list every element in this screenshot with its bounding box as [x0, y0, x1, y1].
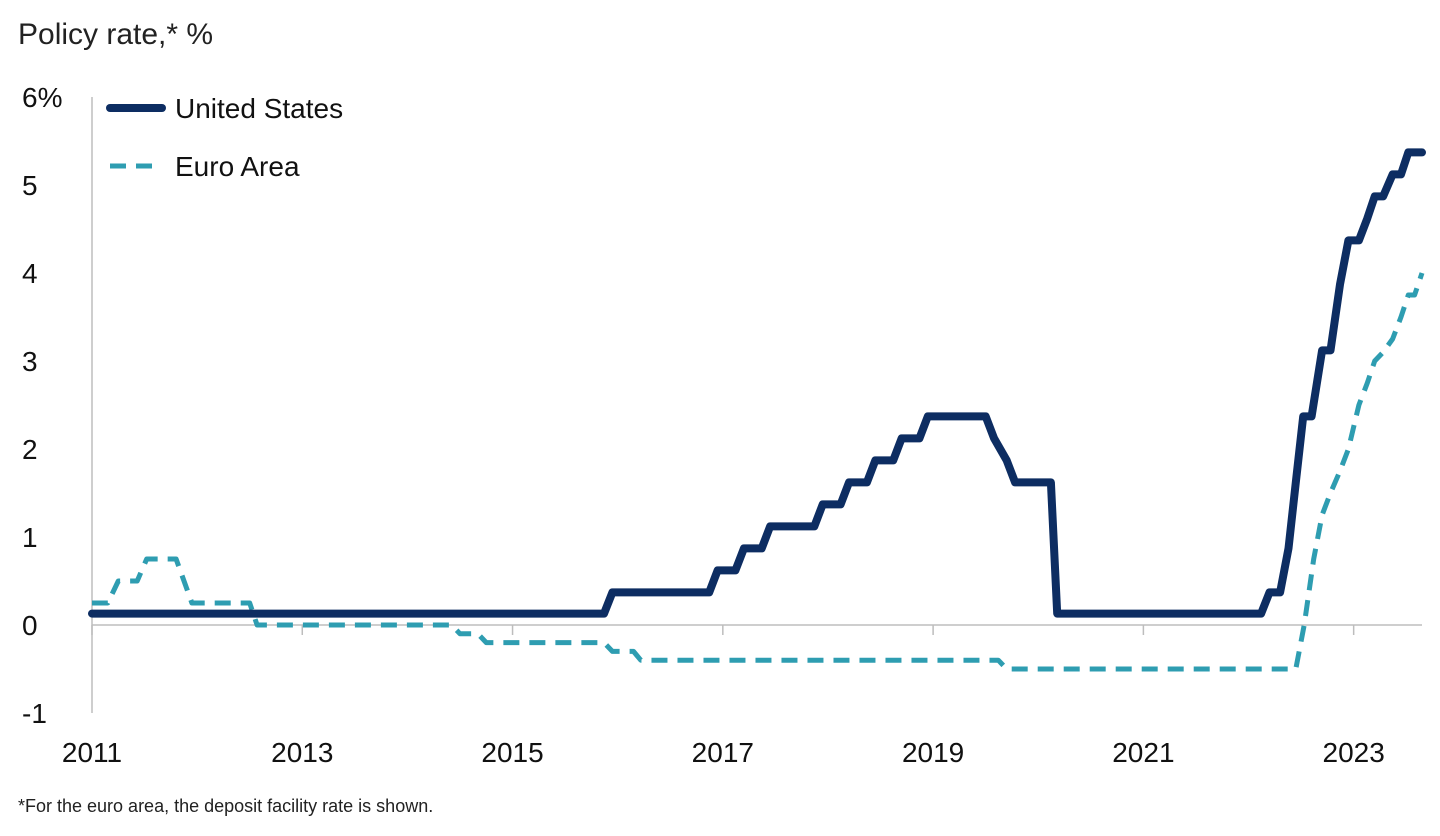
footnote: *For the euro area, the deposit facility… [18, 796, 434, 816]
series-layer [88, 148, 1426, 672]
y-tick-label: 4 [22, 258, 38, 289]
x-axis-ticks: 2011 2013 2015 2017 2019 2021 2023 [62, 625, 1385, 768]
x-tick-label: 2013 [271, 737, 333, 768]
y-tick-label: 2 [22, 434, 38, 465]
x-tick-label: 2021 [1112, 737, 1174, 768]
y-tick-label: 1 [22, 522, 38, 553]
chart-title: Policy rate,* % [18, 18, 214, 51]
series-line-united-states [88, 148, 1426, 618]
y-tick-label: 0 [22, 610, 38, 641]
legend-label-euro-area: Euro Area [175, 151, 300, 182]
series-line-euro-area [92, 272, 1425, 672]
x-tick-label: 2023 [1323, 737, 1385, 768]
chart-axes [91, 97, 1422, 713]
y-axis-ticks: 6% 5 4 3 2 1 0 -1 [22, 82, 62, 729]
y-tick-label: 5 [22, 170, 38, 201]
x-tick-label: 2011 [62, 737, 122, 768]
legend: United States Euro Area [106, 93, 343, 182]
legend-label-united-states: United States [175, 93, 343, 124]
y-tick-label: -1 [22, 698, 47, 729]
x-tick-label: 2017 [692, 737, 754, 768]
x-tick-label: 2015 [481, 737, 543, 768]
x-tick-label: 2019 [902, 737, 964, 768]
y-tick-label: 6% [22, 82, 62, 113]
y-tick-label: 3 [22, 346, 38, 377]
